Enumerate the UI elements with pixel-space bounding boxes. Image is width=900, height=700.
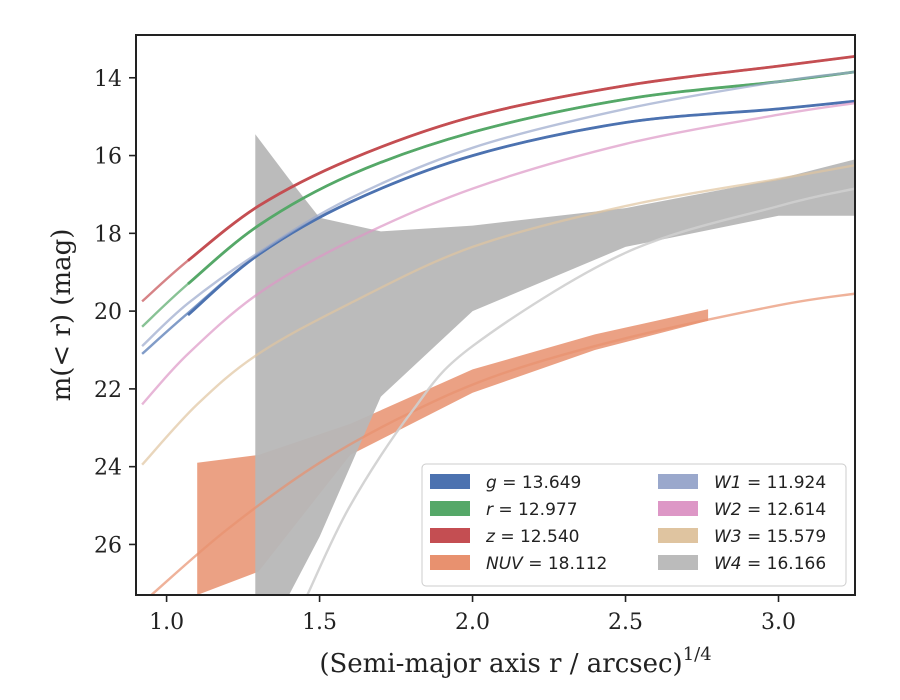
legend-series-name: W2 (714, 500, 742, 520)
x-axis-label-main: (Semi-major axis r / arcsec) (319, 649, 682, 679)
legend-swatch-w3 (658, 528, 698, 543)
legend-series-name: W3 (714, 527, 742, 547)
legend-item-w2: W2 = 12.614 (658, 500, 826, 520)
legend-item-nuv: NUV = 18.112 (430, 554, 607, 574)
model-line-w3 (141, 164, 855, 466)
legend-item-z: z = 12.540 (430, 527, 579, 547)
legend-swatch-g (430, 474, 470, 489)
legend-label-w2: W2 = 12.614 (714, 500, 826, 520)
y-tick-label: 22 (94, 378, 122, 403)
legend-series-value: = 13.649 (497, 473, 582, 493)
model-line-w1 (141, 70, 855, 347)
legend-item-w4: W4 = 16.166 (658, 554, 826, 574)
y-tick-label: 14 (94, 67, 122, 92)
legend-series-name: z (485, 527, 496, 547)
legend-item-w1: W1 = 11.924 (658, 473, 826, 493)
band-w4 (255, 134, 855, 595)
legend-label-w1: W1 = 11.924 (714, 473, 826, 493)
x-axis-label: (Semi-major axis r / arcsec)1/4 (319, 644, 711, 679)
y-tick-label: 16 (94, 145, 122, 170)
legend-series-value: = 11.924 (742, 473, 827, 493)
legend-series-name: W4 (714, 554, 742, 574)
legend-label-nuv: NUV = 18.112 (486, 554, 607, 574)
uncertainty-bands (197, 134, 855, 595)
legend-swatch-r (430, 501, 470, 516)
x-tick-label: 2.5 (608, 610, 643, 635)
legend-item-g: g = 13.649 (430, 473, 581, 493)
legend-box (421, 463, 847, 587)
y-axis-label: m(< r) (mag) (47, 229, 77, 402)
axes: 1.0 1.5 2.0 2.5 3.0 14 16 18 20 22 24 26 (Semi-major… (47, 34, 856, 679)
measured-line-g (187, 99, 855, 317)
legend-item-r: r = 12.977 (430, 500, 578, 520)
plot-frame (135, 34, 856, 596)
legend-swatch-w2 (658, 501, 698, 516)
x-axis-label-exponent: 1/4 (683, 644, 712, 665)
model-line-w2 (141, 101, 855, 406)
x-tick-label: 2.0 (455, 610, 490, 635)
legend-series-value: = 18.112 (523, 554, 608, 574)
y-tick-label: 20 (94, 300, 122, 325)
legend-label-w3: W3 = 15.579 (714, 527, 826, 547)
legend-swatch-z (430, 528, 470, 543)
x-tick-label: 1.5 (302, 610, 337, 635)
legend-series-name: W1 (714, 473, 742, 493)
model-line-w4 (306, 187, 855, 595)
model-line-nuv (150, 292, 855, 595)
legend-series-value: = 12.614 (742, 500, 827, 520)
legend-series-name: r (486, 500, 494, 520)
legend-series-value: = 16.166 (742, 554, 827, 574)
legend-swatch-w4 (658, 555, 698, 570)
legend-label-g: g = 13.649 (486, 473, 581, 493)
legend-item-w3: W3 = 15.579 (658, 527, 826, 547)
legend-label-z: z = 12.540 (485, 527, 579, 547)
legend-series-value: = 12.540 (495, 527, 580, 547)
y-tick-label: 26 (94, 533, 122, 558)
legend-series-name: NUV (486, 554, 524, 574)
legend-series-value: = 12.977 (493, 500, 578, 520)
legend-label-w4: W4 = 16.166 (714, 554, 826, 574)
legend-swatch-nuv (430, 555, 470, 570)
legend-series-value: = 15.579 (742, 527, 827, 547)
x-tick-label: 3.0 (761, 610, 796, 635)
legend-swatch-w1 (658, 474, 698, 489)
x-tick-label: 1.0 (149, 610, 184, 635)
y-tick-label: 24 (94, 456, 122, 481)
legend-series-name: g (486, 473, 497, 493)
series-lines (141, 55, 855, 595)
legend-label-r: r = 12.977 (486, 500, 578, 520)
measured-line-z (187, 55, 855, 262)
y-tick-label: 18 (94, 222, 122, 247)
